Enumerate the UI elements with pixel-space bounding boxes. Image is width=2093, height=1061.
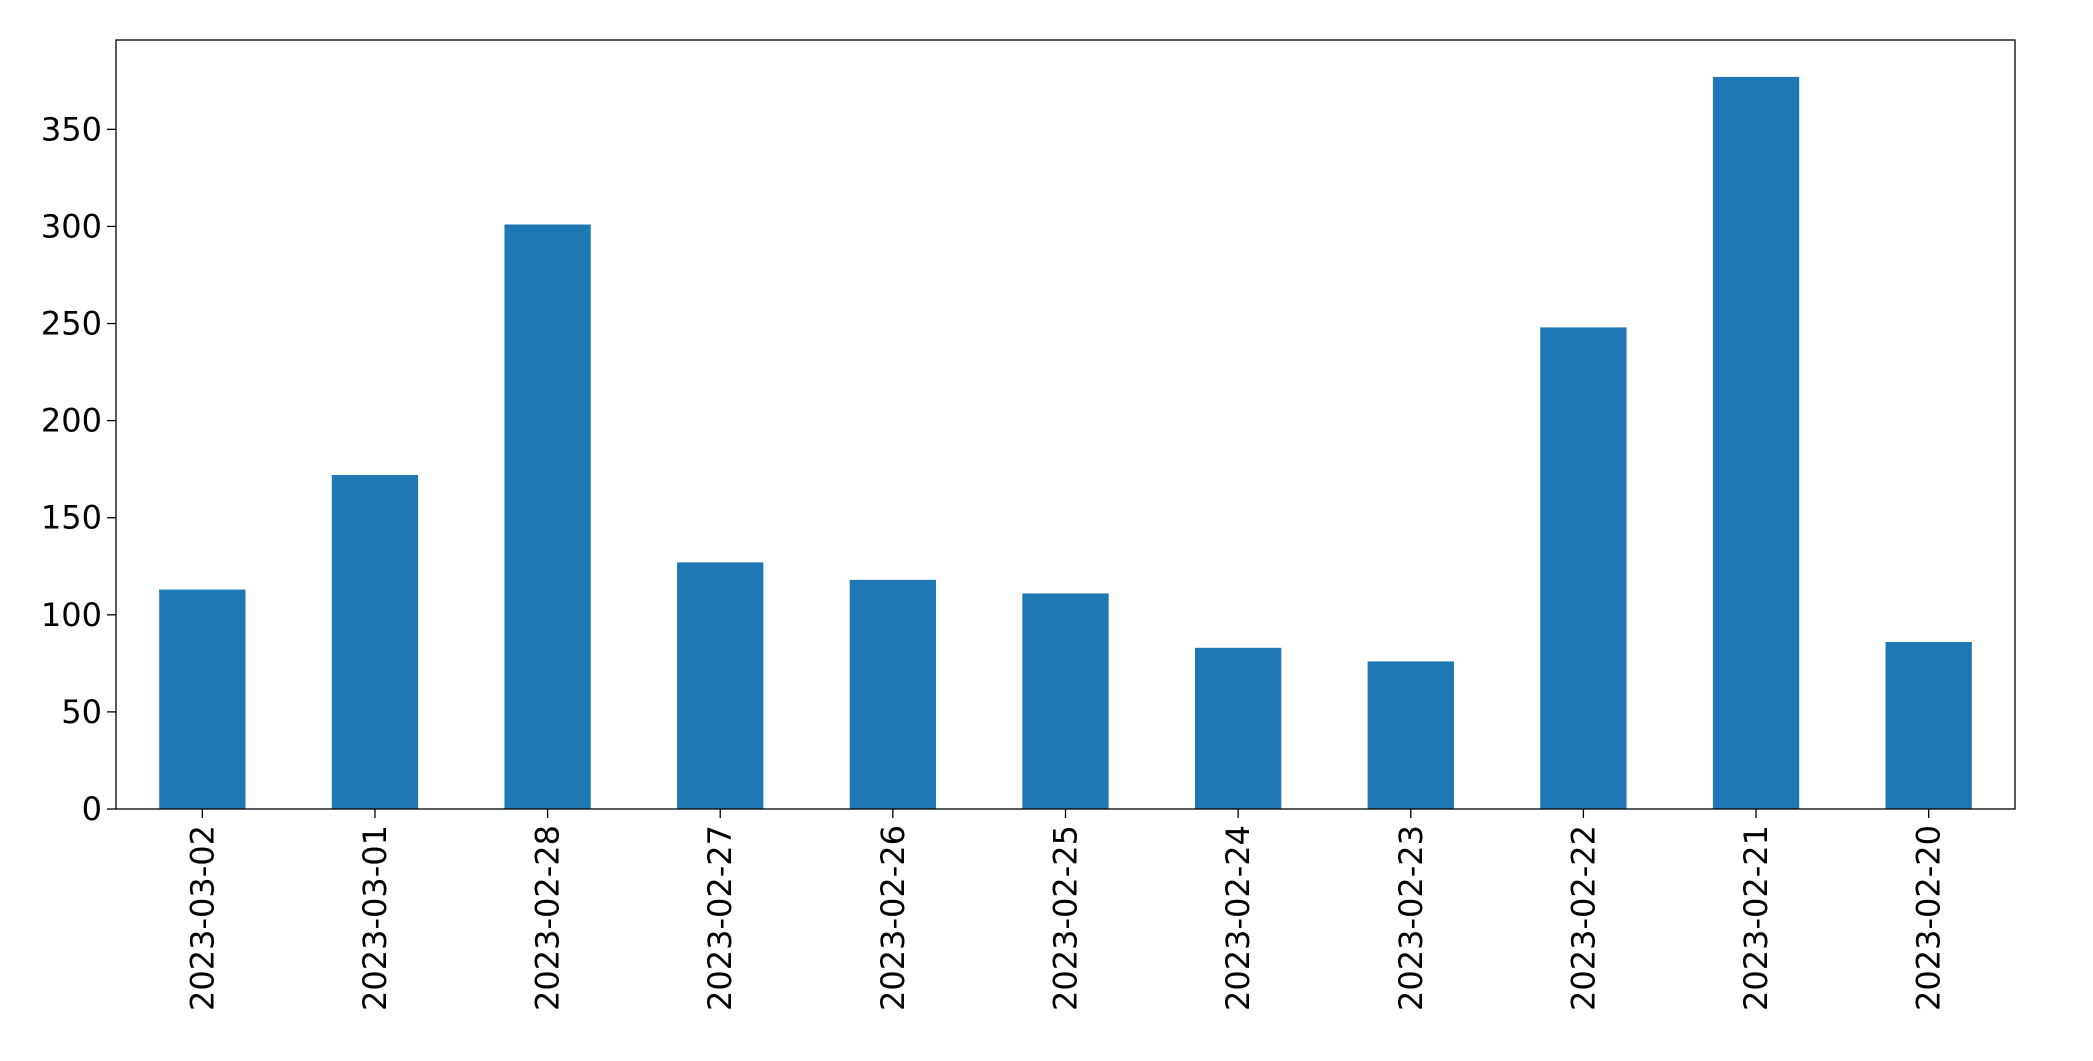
bar — [331, 474, 419, 809]
bar — [1194, 647, 1282, 809]
y-tick-label: 250 — [41, 305, 102, 343]
x-tick-label: 2023-02-20 — [1910, 825, 1948, 1011]
y-tick-label: 50 — [61, 693, 102, 731]
x-tick-label: 2023-03-02 — [183, 825, 221, 1011]
y-tick-label: 150 — [41, 499, 102, 537]
y-tick-label: 0 — [82, 790, 102, 828]
x-tick-label: 2023-02-26 — [874, 825, 912, 1011]
x-tick-label: 2023-02-23 — [1392, 825, 1430, 1011]
x-tick-label: 2023-02-24 — [1219, 825, 1257, 1011]
x-tick-label: 2023-02-25 — [1047, 825, 1085, 1011]
bar — [1367, 661, 1454, 809]
bar — [1540, 327, 1627, 809]
bar — [677, 562, 764, 809]
bar — [1885, 641, 1972, 809]
y-tick-label: 300 — [41, 207, 102, 245]
x-tick-label: 2023-02-22 — [1564, 825, 1602, 1011]
bar — [1712, 76, 1800, 809]
bar — [849, 579, 937, 809]
plot-frame — [115, 39, 2016, 810]
y-tick-label: 100 — [41, 596, 102, 634]
x-tick-label: 2023-02-21 — [1737, 825, 1775, 1011]
y-tick-label: 350 — [41, 110, 102, 148]
bar — [504, 224, 591, 810]
bar — [159, 589, 246, 809]
y-tick-label: 200 — [41, 402, 102, 440]
x-tick-label: 2023-02-28 — [529, 825, 567, 1011]
x-tick-label: 2023-02-27 — [701, 825, 739, 1011]
x-tick-label: 2023-03-01 — [356, 825, 394, 1011]
bar — [1022, 593, 1109, 809]
